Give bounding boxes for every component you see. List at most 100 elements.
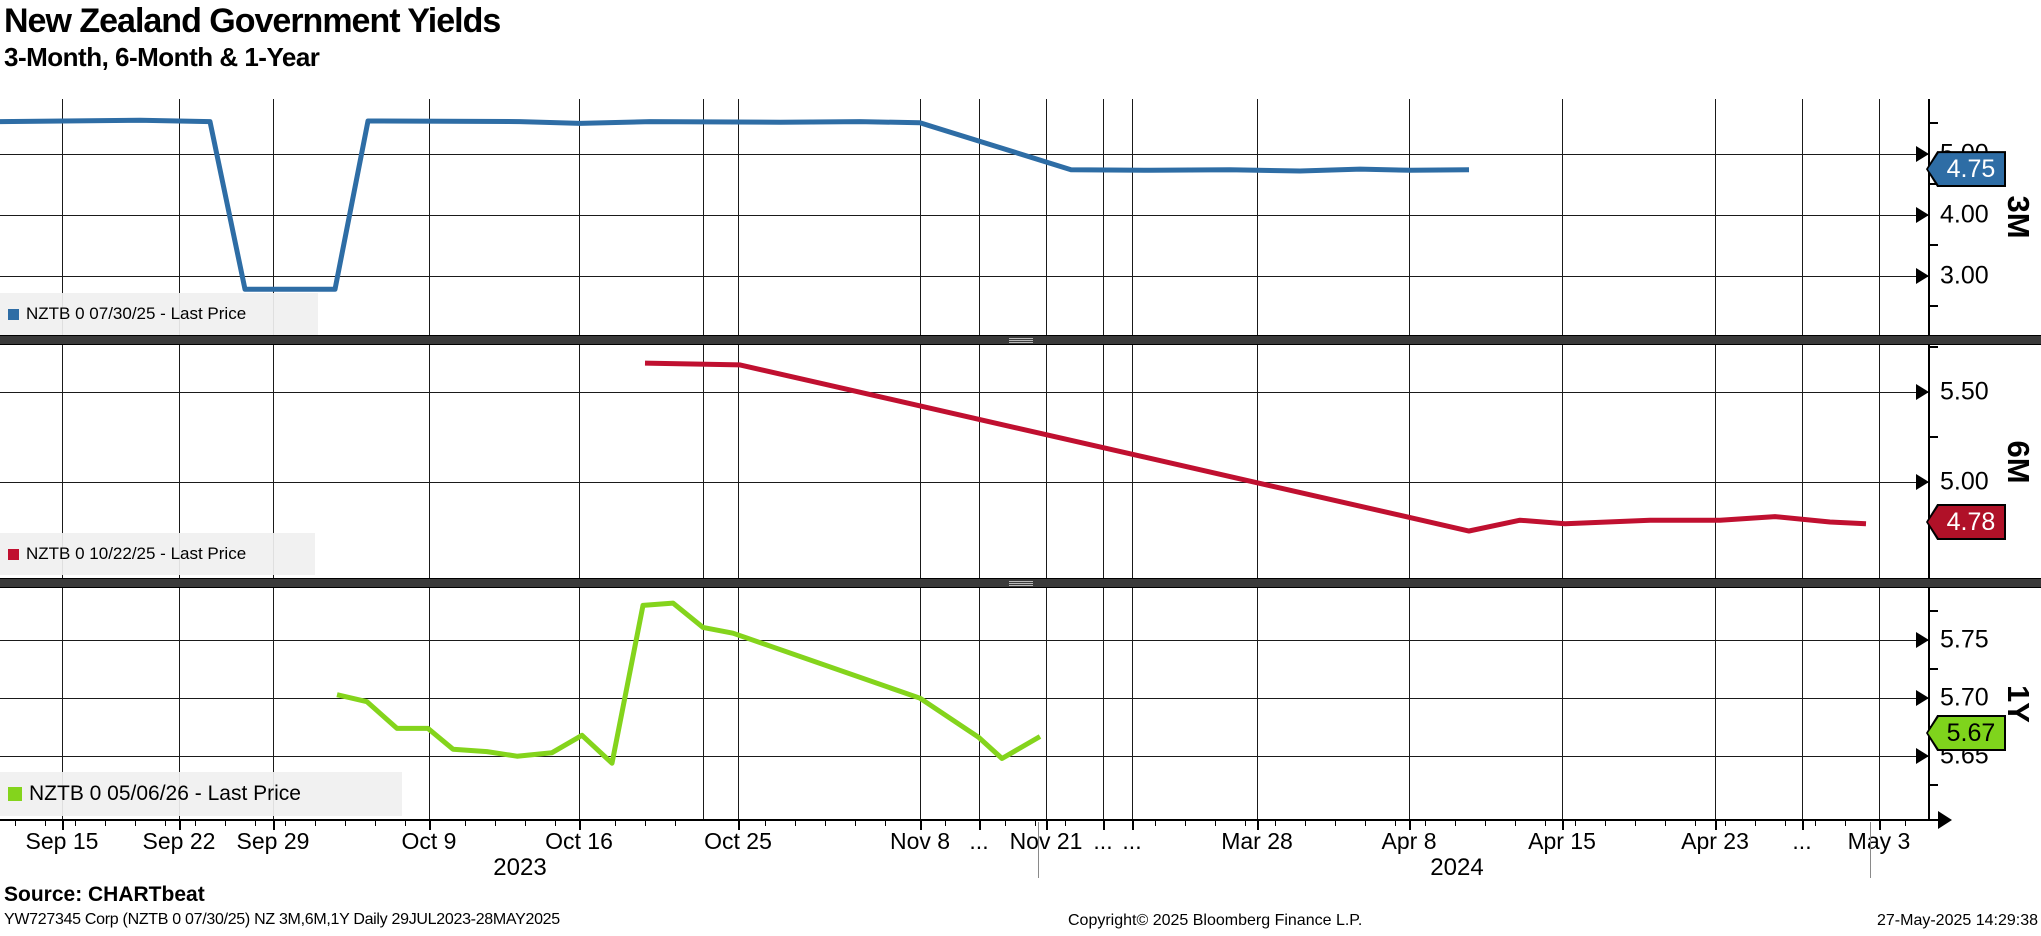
vgrid (1879, 99, 1880, 820)
xtick (920, 821, 922, 830)
yarrow (1916, 383, 1929, 400)
xtick (1879, 821, 1881, 830)
panel-separator-1[interactable] (0, 335, 2041, 345)
xtickm (315, 821, 316, 826)
xtick (273, 821, 275, 830)
xtickm (555, 821, 556, 826)
xtickm (1515, 821, 1516, 826)
legend-6m[interactable]: NZTB 0 10/22/25 - Last Price (0, 533, 315, 575)
ymin (1929, 436, 1938, 439)
xtickm (1635, 821, 1636, 826)
ticker-info-line: YW727345 Corp (NZTB 0 07/30/25) NZ 3M,6M… (4, 911, 560, 928)
xtickm (405, 821, 406, 826)
xtickm (225, 821, 226, 826)
ydiv (1870, 822, 1871, 878)
legend-3m-label: NZTB 0 07/30/25 - Last Price (26, 304, 247, 323)
price-tag-6m-value: 4.78 (1928, 506, 2004, 538)
xtickm (1425, 821, 1426, 826)
legend-3m[interactable]: NZTB 0 07/30/25 - Last Price (0, 293, 318, 335)
separator-grip-icon[interactable] (1009, 581, 1033, 586)
spine (1928, 588, 1930, 820)
ydiv (1038, 822, 1039, 878)
xtick (1802, 821, 1804, 830)
page-subtitle: 3-Month, 6-Month & 1-Year (4, 42, 320, 72)
hgrid (0, 214, 1928, 216)
xtickm (1845, 821, 1846, 826)
vgrid (179, 99, 180, 820)
xtickm (495, 821, 496, 826)
source-note: Source: CHARTbeat (4, 883, 205, 906)
ymin (1929, 784, 1938, 787)
vgrid (579, 99, 580, 820)
xtickm (465, 821, 466, 826)
vgrid (62, 99, 63, 820)
vgrid (1103, 99, 1104, 820)
xtickm (1005, 821, 1006, 826)
xtickm (1725, 821, 1726, 826)
xtickm (1695, 821, 1696, 826)
xtickm (45, 821, 46, 826)
xlab: Sep 29 (236, 828, 310, 854)
ylab: 5.00 (1940, 467, 1989, 496)
xtick (1132, 821, 1134, 830)
year-label-2024: 2024 (1430, 854, 1484, 881)
xtickm (1545, 821, 1546, 826)
ylab: 4.00 (1940, 200, 1989, 229)
vgrid (1802, 99, 1803, 820)
xtickm (285, 821, 286, 826)
xtick (179, 821, 181, 830)
ylab: 3.00 (1940, 261, 1989, 290)
price-tag-3m-value: 4.75 (1928, 153, 2004, 186)
xlab: ... (1093, 828, 1113, 854)
hgrid (0, 275, 1928, 277)
yarrow (1916, 267, 1929, 284)
xtickm (1755, 821, 1756, 826)
price-tag-3m: 4.75 (1926, 151, 2006, 188)
series-line-1Y (336, 600, 1042, 766)
xtickm (1365, 821, 1366, 826)
xtick (1046, 821, 1048, 830)
ylab: 5.50 (1940, 377, 1989, 406)
xlab: May 3 (1847, 828, 1911, 854)
xtick (1103, 821, 1105, 830)
xlab: Oct 25 (704, 828, 772, 854)
xtick (1257, 821, 1259, 830)
legend-swatch-icon (8, 548, 19, 560)
xtick (1715, 821, 1717, 830)
separator-grip-icon[interactable] (1009, 338, 1033, 343)
vgrid (1715, 99, 1716, 820)
xtickm (75, 821, 76, 826)
ylab: 5.70 (1940, 683, 1989, 712)
xtickm (1905, 821, 1906, 826)
vgrid (1132, 99, 1133, 820)
xtickm (105, 821, 106, 826)
hgrid (0, 153, 1928, 155)
xlab: Sep 22 (142, 828, 216, 854)
series-line-6M (644, 360, 1867, 534)
xtickm (855, 821, 856, 826)
xtickm (375, 821, 376, 826)
xtickm (1605, 821, 1606, 826)
xtickm (1785, 821, 1786, 826)
xtickm (795, 821, 796, 826)
vgrid (1257, 99, 1258, 820)
legend-swatch-icon (8, 308, 19, 320)
xtickm (525, 821, 526, 826)
hgrid (0, 640, 1928, 642)
xtickm (1305, 821, 1306, 826)
panel-separator-2[interactable] (0, 578, 2041, 588)
xtickm (765, 821, 766, 826)
xtickm (885, 821, 886, 826)
ymin (1929, 244, 1938, 247)
xlab: ... (1792, 828, 1812, 854)
xlab: Mar 28 (1221, 828, 1293, 854)
xtickm (195, 821, 196, 826)
xtickm (825, 821, 826, 826)
vgrid (738, 99, 739, 820)
xtick (62, 821, 64, 830)
xlab: Oct 9 (401, 828, 457, 854)
xlab: Sep 15 (25, 828, 99, 854)
xlab: ... (969, 828, 989, 854)
legend-1y[interactable]: NZTB 0 05/06/26 - Last Price (0, 772, 402, 816)
